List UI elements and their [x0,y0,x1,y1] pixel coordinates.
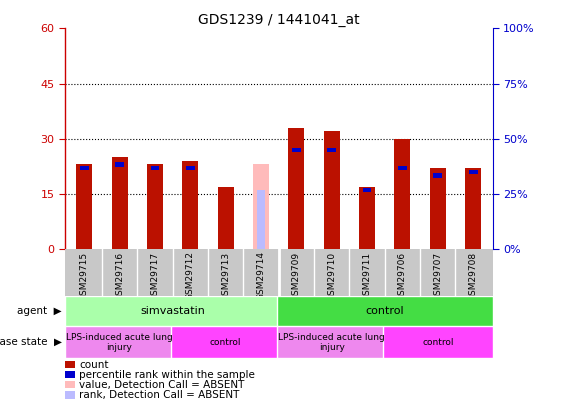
Bar [65,326,175,358]
Bar [76,164,92,249]
Text: GSM29714: GSM29714 [257,252,266,301]
Bar [111,157,127,249]
Text: GSM29713: GSM29713 [221,252,230,301]
Text: control: control [210,338,242,347]
Text: GSM29712: GSM29712 [186,252,195,301]
Bar [434,173,442,178]
Bar [257,190,265,249]
Bar [150,166,159,171]
Bar [288,128,305,249]
Text: count: count [79,360,109,369]
Bar [80,166,88,171]
Bar [277,296,493,326]
Bar [147,164,163,249]
Title: GDS1239 / 1441041_at: GDS1239 / 1441041_at [198,13,360,27]
Text: rank, Detection Call = ABSENT: rank, Detection Call = ABSENT [79,390,240,400]
Bar [186,166,195,171]
Text: GSM29716: GSM29716 [115,252,124,301]
Text: control: control [422,338,454,347]
Bar [182,161,198,249]
Text: percentile rank within the sample: percentile rank within the sample [79,370,255,379]
Bar [218,187,234,249]
Bar [430,168,446,249]
Text: agent  ▶: agent ▶ [17,306,62,316]
Bar [363,188,372,192]
Bar [277,326,387,358]
Text: LPS-induced acute lung
injury: LPS-induced acute lung injury [278,333,385,352]
Bar [324,131,339,249]
Text: GSM29715: GSM29715 [80,252,89,301]
Bar [395,139,410,249]
Text: GSM29706: GSM29706 [398,252,407,301]
Text: GSM29710: GSM29710 [327,252,336,301]
Bar [465,168,481,249]
Bar [115,162,124,167]
Text: value, Detection Call = ABSENT: value, Detection Call = ABSENT [79,380,245,390]
Bar [327,147,336,152]
Bar [383,326,493,358]
Bar [253,164,269,249]
Text: GSM29709: GSM29709 [292,252,301,301]
Text: GSM29707: GSM29707 [434,252,443,301]
Bar [469,170,477,174]
Text: GSM29708: GSM29708 [468,252,477,301]
Text: GSM29717: GSM29717 [150,252,159,301]
Text: GSM29711: GSM29711 [363,252,372,301]
Text: control: control [365,306,404,316]
Text: disease state  ▶: disease state ▶ [0,337,62,347]
Text: simvastatin: simvastatin [140,306,205,316]
Bar [171,326,280,358]
Bar [292,147,301,152]
Text: LPS-induced acute lung
injury: LPS-induced acute lung injury [66,333,173,352]
Bar [65,296,280,326]
Bar [398,166,407,171]
Bar [359,187,375,249]
